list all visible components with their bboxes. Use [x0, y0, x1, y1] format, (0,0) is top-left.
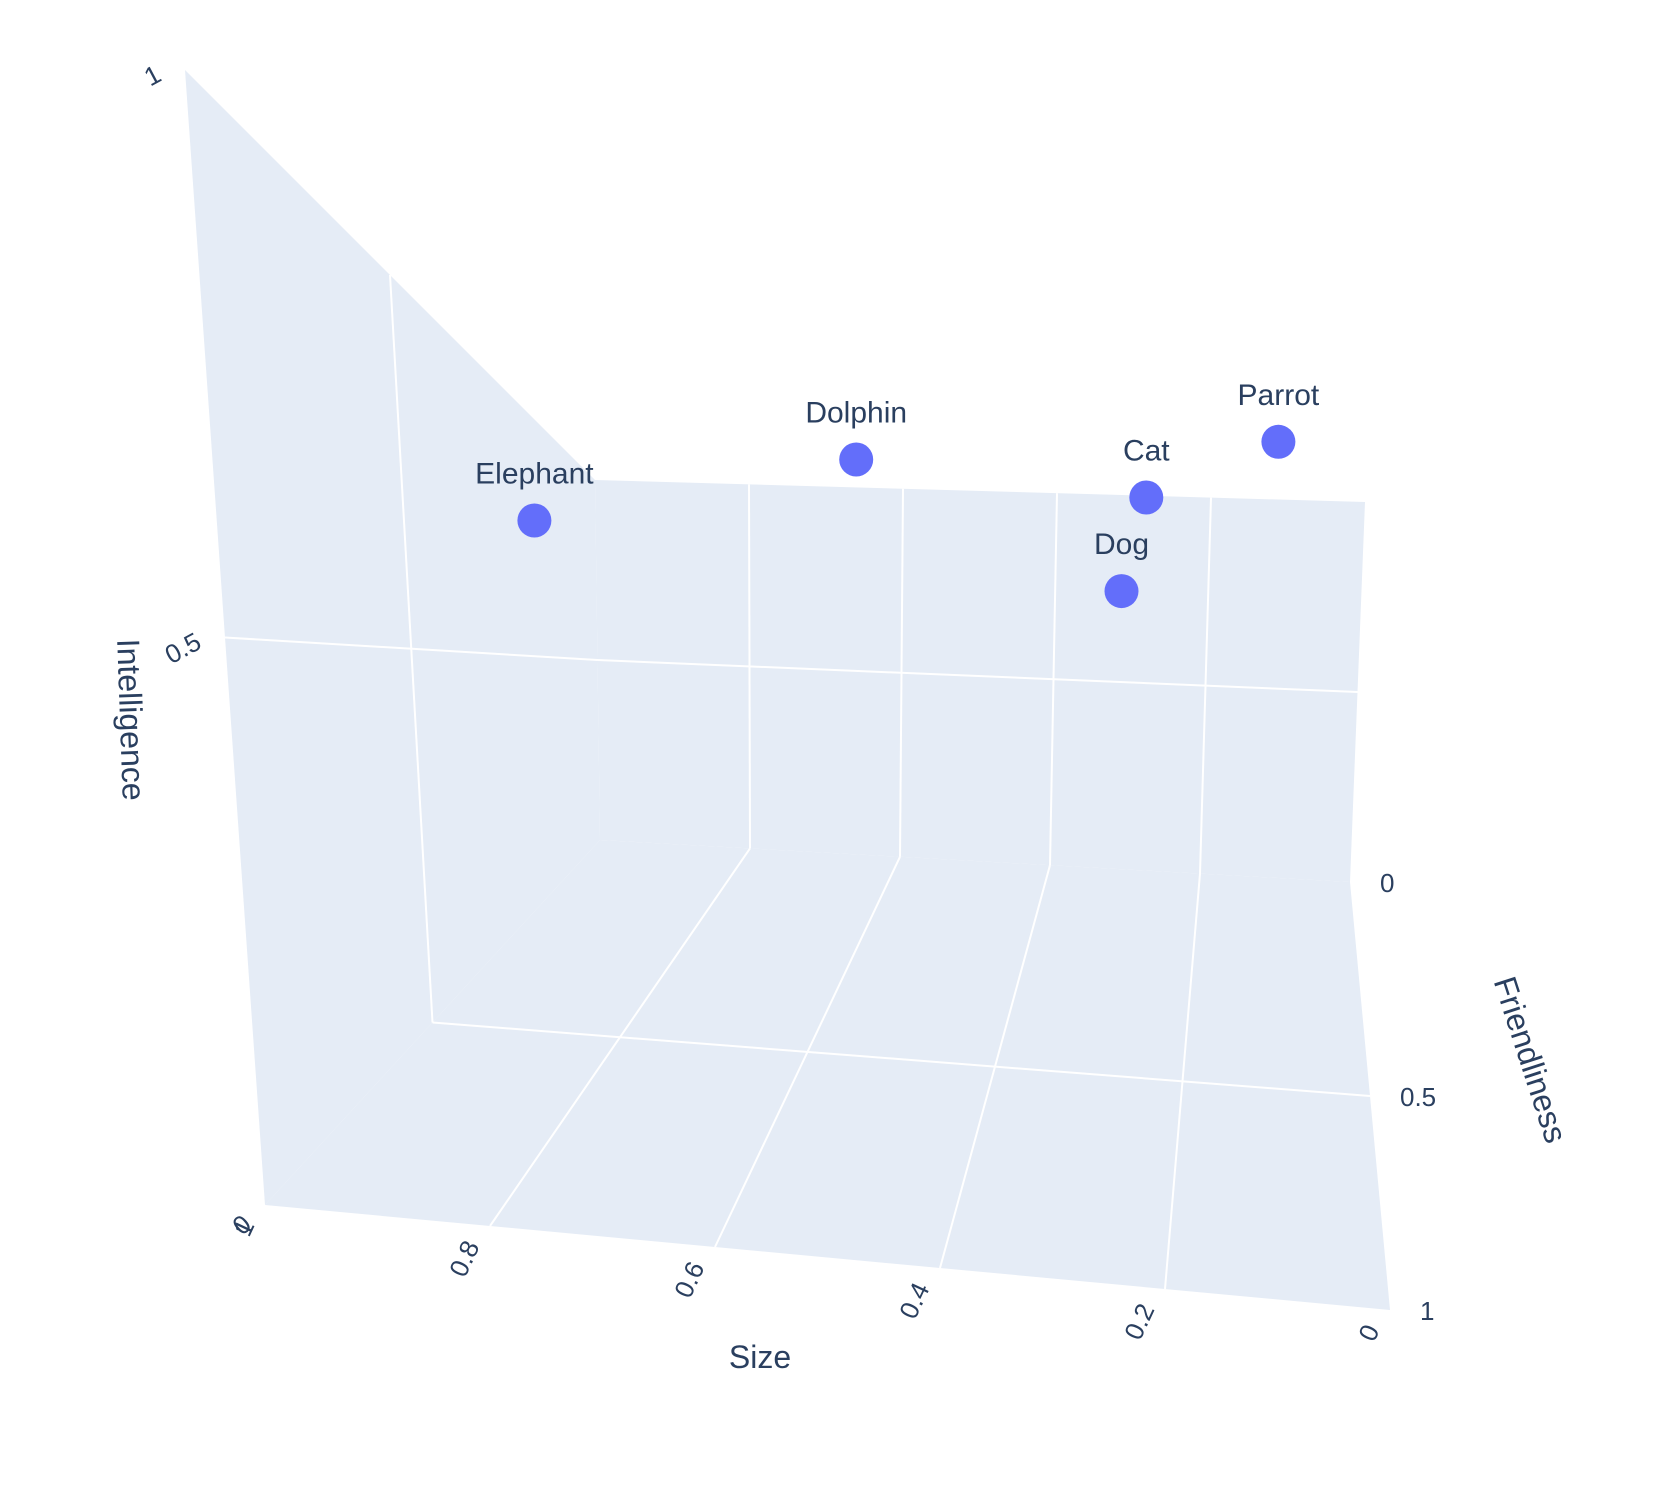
size-tick-label: 0.2	[1118, 1299, 1160, 1344]
intelligence-tick-label: 0.5	[160, 626, 206, 669]
size-tick-label: 0.8	[443, 1236, 485, 1281]
data-point-marker	[517, 503, 552, 538]
friendliness-tick-label: 0	[1380, 868, 1394, 898]
data-point-label: Dolphin	[805, 397, 907, 430]
size-tick-label: 0	[1352, 1320, 1385, 1346]
side-wall-pane	[185, 70, 600, 1205]
data-point-marker	[1261, 424, 1296, 459]
chart-gridlines	[224, 274, 1371, 1290]
z-axis-title: Intelligence	[110, 638, 152, 801]
data-point-label: Cat	[1123, 435, 1170, 468]
size-tick-label: 0.4	[893, 1278, 935, 1323]
size-tick-label: 0.6	[668, 1257, 710, 1302]
y-axis-title: Friendliness	[1487, 972, 1575, 1147]
back-intelligence-gridline	[597, 659, 1358, 693]
intelligence-tick-label: 1	[139, 59, 166, 92]
data-point-label: Elephant	[475, 458, 594, 491]
data-point-label: Parrot	[1238, 379, 1320, 412]
side-intelligence-gridline	[224, 636, 598, 661]
data-point-marker	[1104, 574, 1139, 609]
friendliness-tick-label: 1	[1420, 1296, 1434, 1326]
data-point-marker	[1129, 480, 1164, 515]
back-wall-pane	[595, 480, 1365, 882]
data-point-label: Dog	[1094, 528, 1149, 561]
friendliness-tick-label: 0.5	[1400, 1082, 1436, 1112]
floor-pane	[265, 840, 1390, 1310]
data-point-marker	[839, 442, 874, 477]
x-axis-title: Size	[729, 1339, 791, 1375]
data-points: Dolphin Elephant Dog Cat Parrot	[475, 379, 1320, 609]
chart-panes	[185, 70, 1390, 1310]
floor-friendliness-gridline	[432, 1021, 1371, 1097]
